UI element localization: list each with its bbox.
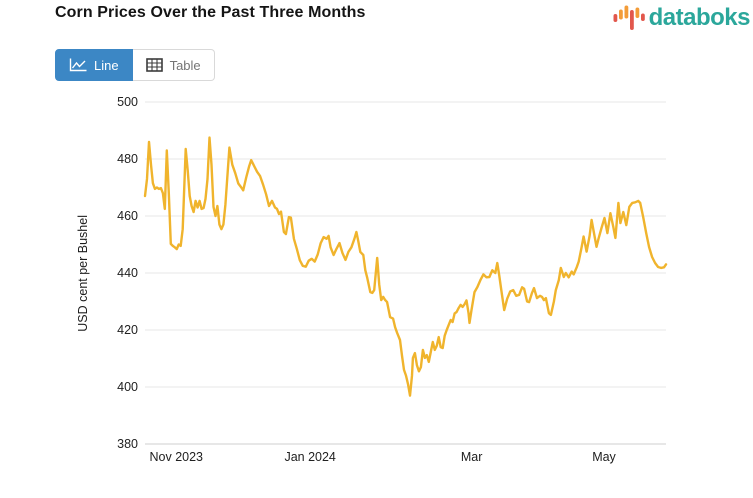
corn-price-line: [143, 136, 668, 397]
view-toggle: Line Table: [55, 49, 215, 81]
page-title: Corn Prices Over the Past Three Months: [55, 4, 366, 21]
x-tick-label: May: [592, 450, 616, 464]
databoks-logo-icon: [613, 5, 645, 30]
y-tick-label: 500: [117, 95, 138, 109]
x-tick-label: Mar: [460, 450, 483, 464]
x-tick-label: Nov 2023: [149, 450, 204, 464]
table-view-label: Table: [169, 57, 201, 73]
y-tick-label: 460: [117, 209, 138, 223]
y-tick-label: 480: [117, 152, 138, 166]
table-view-button[interactable]: Table: [132, 49, 215, 81]
gridlines: [145, 101, 666, 445]
line-chart-icon: [69, 58, 87, 72]
x-tick-label: Jan 2024: [284, 450, 336, 464]
y-axis-title-wrap: USD cent per Bushel: [74, 102, 92, 444]
y-tick-label: 380: [117, 437, 138, 451]
databoks-logo[interactable]: databoks: [613, 3, 751, 33]
table-grid-icon: [145, 58, 163, 72]
price-line-plot-area[interactable]: [143, 101, 668, 445]
y-tick-label: 440: [117, 266, 138, 280]
y-tick-label: 400: [117, 380, 138, 394]
y-tick-label: 420: [117, 323, 138, 337]
line-view-button[interactable]: Line: [55, 49, 133, 81]
y-axis-title: USD cent per Bushel: [76, 214, 90, 332]
databoks-logo-text: databoks: [648, 4, 751, 31]
line-view-label: Line: [94, 57, 119, 73]
